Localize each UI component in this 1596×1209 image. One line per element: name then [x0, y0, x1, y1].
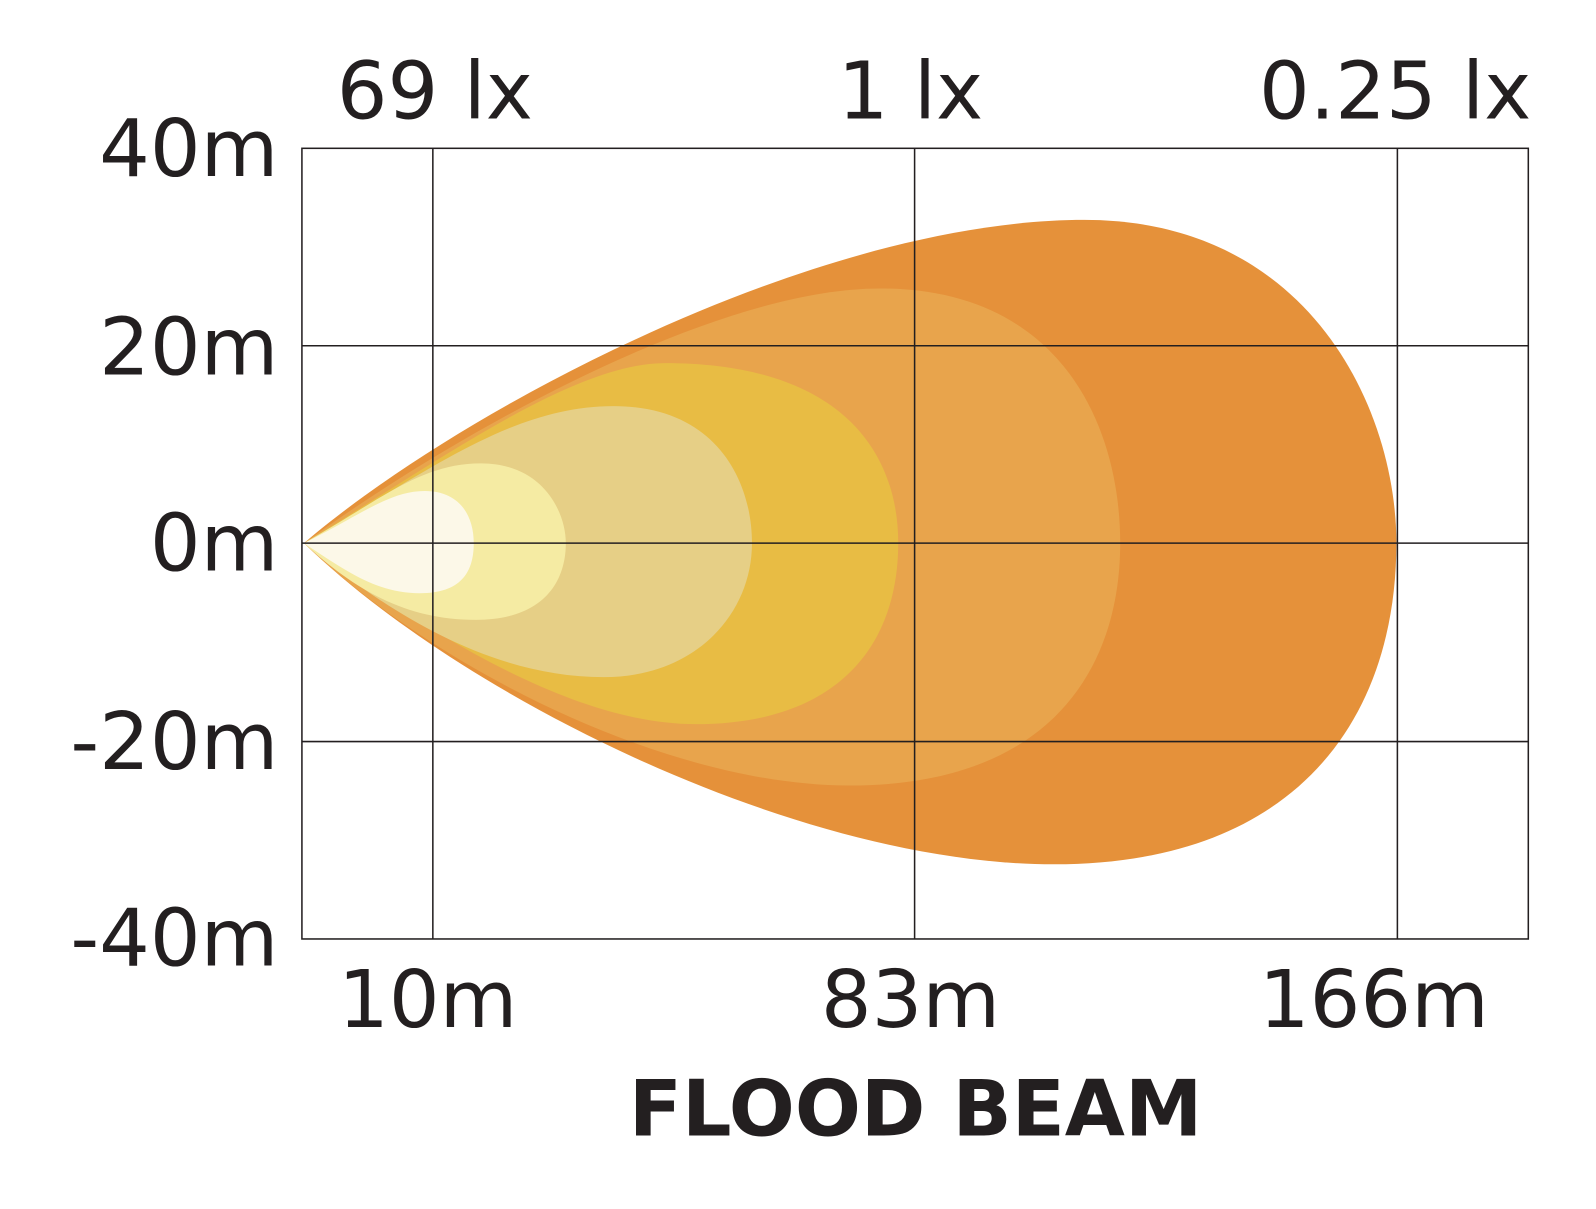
beam-pattern	[303, 219, 1397, 865]
x-tick-label: 166m	[1259, 953, 1489, 1046]
y-tick-label: 40m	[99, 102, 278, 195]
y-tick-label: 0m	[150, 497, 278, 590]
lux-label: 0.25 lx	[1259, 45, 1531, 138]
y-tick-label: -20m	[70, 695, 278, 788]
beam-zone	[303, 490, 474, 594]
grid	[301, 147, 1530, 940]
x-tick-label: 83m	[821, 953, 1000, 1046]
y-tick-label: 20m	[99, 300, 278, 393]
lux-label: 1 lx	[838, 45, 983, 138]
x-tick-label: 10m	[338, 953, 517, 1046]
lux-label: 69 lx	[337, 45, 533, 138]
y-tick-label: -40m	[70, 892, 278, 985]
diagram-title: FLOOD BEAM	[629, 1064, 1202, 1154]
